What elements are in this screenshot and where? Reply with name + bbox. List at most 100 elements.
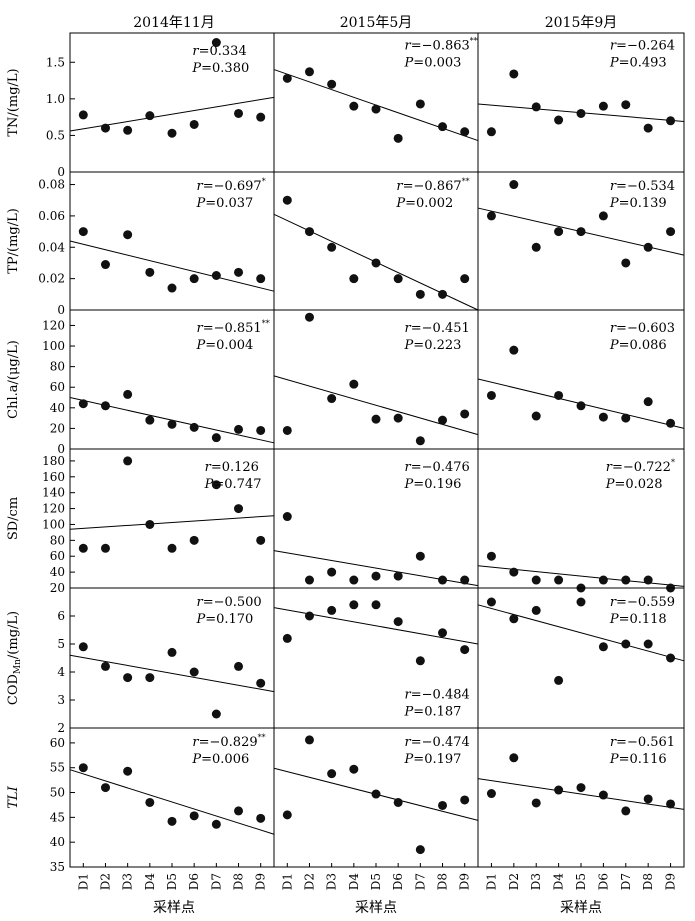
data-point — [282, 425, 292, 435]
data-point — [189, 119, 199, 129]
regression-line — [69, 654, 275, 693]
data-point — [393, 274, 403, 284]
data-point — [327, 394, 337, 404]
data-point — [145, 673, 155, 683]
regression-line — [273, 375, 479, 436]
stat-r: r=−0.476 — [405, 460, 470, 475]
data-point — [486, 597, 496, 607]
data-point — [100, 783, 110, 793]
data-point — [415, 845, 425, 855]
data-point — [234, 267, 244, 277]
data-point — [100, 123, 110, 133]
regression-line — [69, 769, 275, 835]
y-tick-label-row-2: 0.08 — [38, 178, 65, 192]
data-point — [189, 422, 199, 432]
y-axis-label-row-5: CODMn/(mg/L) — [6, 611, 23, 705]
data-point — [256, 678, 266, 688]
data-point — [621, 413, 631, 423]
data-point — [415, 656, 425, 666]
x-tick-label: D8 — [641, 873, 655, 890]
data-point — [643, 397, 653, 407]
data-point — [304, 611, 314, 621]
x-tick-label: D4 — [143, 873, 157, 891]
data-point — [415, 551, 425, 561]
data-point — [211, 819, 221, 829]
data-point — [123, 673, 133, 683]
data-point — [349, 274, 359, 284]
data-point — [666, 653, 676, 663]
data-point — [234, 504, 244, 514]
data-point — [554, 390, 564, 400]
stat-p: P=0.116 — [609, 752, 667, 767]
stat-p: P=0.196 — [404, 477, 462, 492]
data-point — [460, 795, 470, 805]
y-tick-label-row-4: 40 — [50, 565, 65, 579]
x-tick-label: D6 — [391, 873, 405, 890]
data-point — [576, 597, 586, 607]
panel-frame — [477, 32, 685, 173]
y-tick-label-row-6: 35 — [50, 860, 65, 874]
x-tick-label: D9 — [458, 873, 472, 890]
data-point — [78, 227, 88, 237]
data-point — [415, 289, 425, 299]
stat-r: r=−0.851** — [196, 319, 269, 336]
data-point — [666, 227, 676, 237]
data-point — [145, 267, 155, 277]
y-tick-label-row-4: 20 — [50, 581, 65, 595]
stat-p: P=0.493 — [609, 56, 667, 71]
regression-line — [477, 604, 685, 662]
data-point — [234, 108, 244, 118]
x-tick-label: D5 — [165, 873, 179, 890]
x-tick-label: D2 — [98, 873, 112, 890]
x-tick-label: D8 — [232, 873, 246, 890]
data-point — [371, 600, 381, 610]
stat-p: P=0.003 — [404, 56, 462, 71]
x-axis-label-3: 采样点 — [560, 900, 602, 916]
y-tick-label-row-4: 100 — [42, 517, 65, 531]
data-point — [304, 67, 314, 77]
data-point — [78, 110, 88, 120]
data-point — [554, 785, 564, 795]
data-point — [211, 271, 221, 280]
data-point — [349, 764, 359, 774]
data-point — [167, 283, 177, 293]
data-point — [460, 645, 470, 655]
x-tick-label: D7 — [209, 873, 223, 890]
regression-line — [477, 565, 685, 587]
data-point — [509, 753, 519, 763]
stat-p: P=0.187 — [404, 705, 462, 720]
data-point — [282, 512, 292, 522]
data-point — [327, 242, 337, 252]
data-point — [145, 797, 155, 807]
data-point — [123, 389, 133, 399]
data-point — [78, 399, 88, 409]
x-tick-label: D5 — [369, 873, 383, 890]
x-tick-label: D8 — [436, 873, 450, 890]
data-point — [621, 639, 631, 649]
data-point — [531, 102, 541, 112]
data-point — [123, 456, 133, 466]
x-tick-label: D3 — [121, 873, 135, 890]
data-point — [327, 567, 337, 577]
y-tick-label-row-5: 6 — [57, 609, 65, 623]
stat-r: r=0.334 — [192, 44, 246, 59]
data-point — [349, 600, 359, 610]
stat-p: P=0.170 — [195, 612, 253, 627]
data-point — [327, 769, 337, 779]
y-tick-label-row-4: 60 — [50, 549, 65, 563]
data-point — [234, 424, 244, 434]
stat-r: r=−0.559 — [610, 595, 675, 610]
data-point — [576, 227, 586, 237]
stat-r: r=−0.264 — [610, 39, 675, 54]
y-tick-label-row-2: 0 — [57, 303, 65, 317]
stat-p: P=0.223 — [404, 338, 462, 353]
data-point — [282, 633, 292, 643]
data-point — [576, 108, 586, 118]
data-point — [438, 289, 448, 299]
stat-r: r=−0.500 — [196, 595, 261, 610]
data-point — [234, 661, 244, 671]
y-tick-label-row-6: 50 — [50, 786, 65, 800]
x-axis-label-1: 采样点 — [153, 900, 195, 916]
y-tick-label-row-3: 40 — [50, 401, 65, 415]
data-point — [256, 425, 266, 435]
